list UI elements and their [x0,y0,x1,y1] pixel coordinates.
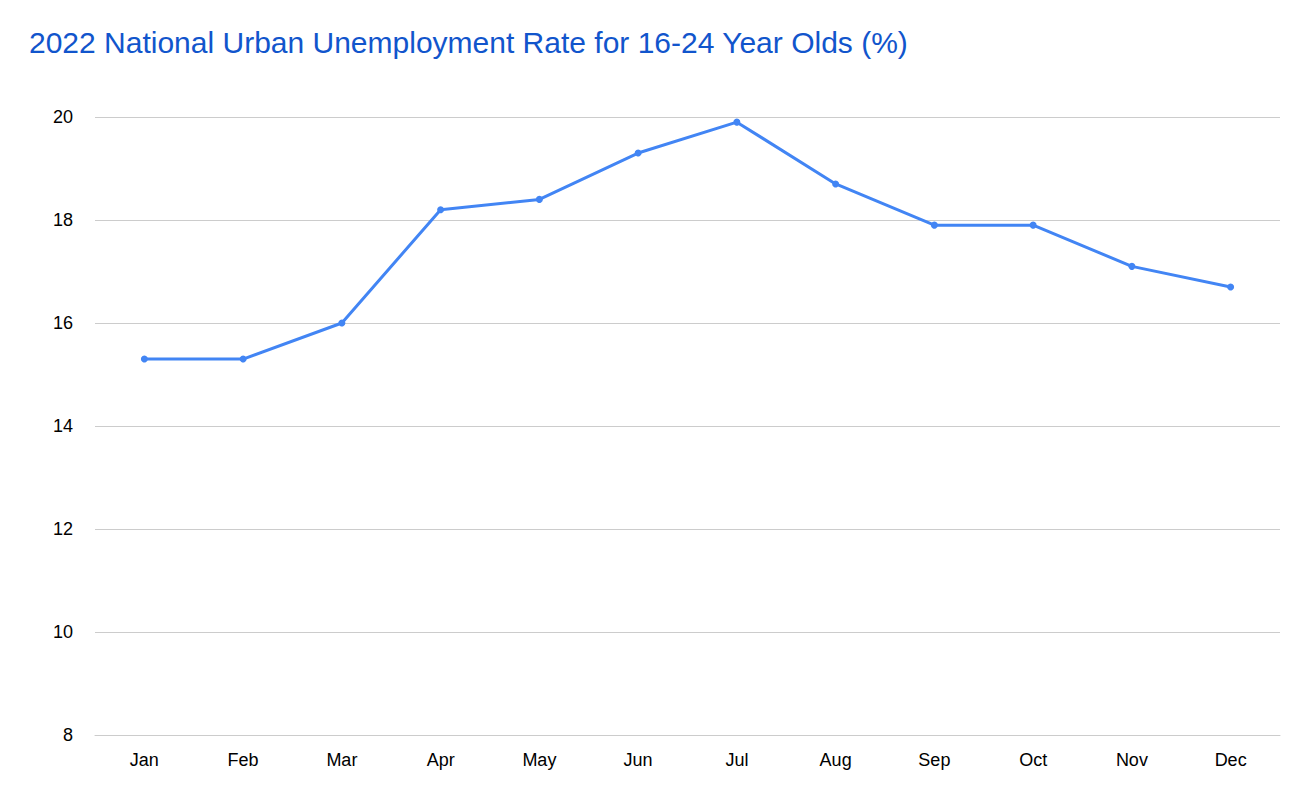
svg-text:10: 10 [53,622,73,642]
svg-text:Dec: Dec [1215,750,1247,770]
svg-text:Jun: Jun [624,750,653,770]
svg-text:Feb: Feb [228,750,259,770]
svg-text:14: 14 [53,416,73,436]
svg-text:Nov: Nov [1116,750,1148,770]
svg-text:Oct: Oct [1019,750,1047,770]
svg-text:Apr: Apr [427,750,455,770]
svg-text:18: 18 [53,210,73,230]
svg-text:Mar: Mar [326,750,357,770]
svg-text:Jul: Jul [725,750,748,770]
svg-text:16: 16 [53,313,73,333]
svg-text:Aug: Aug [820,750,852,770]
svg-text:May: May [522,750,556,770]
svg-text:8: 8 [63,725,73,745]
svg-text:12: 12 [53,519,73,539]
svg-text:Jan: Jan [130,750,159,770]
svg-text:2022 National Urban Unemployme: 2022 National Urban Unemployment Rate fo… [29,26,908,59]
svg-text:20: 20 [53,107,73,127]
svg-text:Sep: Sep [918,750,950,770]
